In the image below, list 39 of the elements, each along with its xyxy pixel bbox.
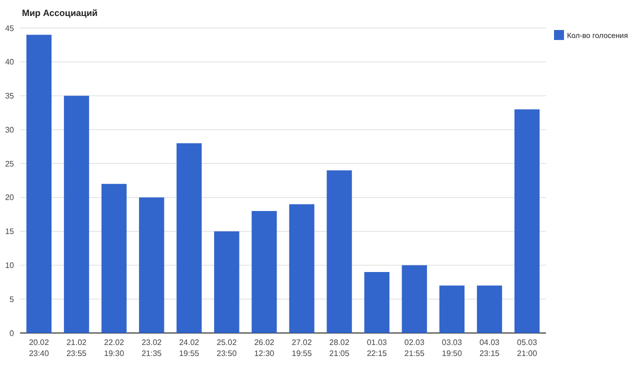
bar	[364, 272, 390, 333]
bar	[26, 34, 52, 333]
bar	[214, 231, 240, 333]
x-tick-label: 22.02 19:30	[104, 338, 125, 358]
bar	[64, 96, 90, 333]
bar	[101, 184, 127, 333]
y-tick-label: 30	[5, 125, 15, 134]
bar	[476, 286, 502, 333]
x-tick-label: 02.03 21:55	[404, 338, 425, 358]
y-tick-label: 10	[5, 261, 15, 270]
y-tick-label: 5	[10, 294, 15, 304]
y-tick-label: 40	[5, 58, 15, 67]
bar	[326, 170, 352, 333]
x-tick-label: 23.02 21:35	[142, 338, 162, 358]
x-tick-label: 20.02 23:40	[28, 338, 50, 358]
y-tick-label: 15	[5, 227, 15, 236]
x-tick-label: 24.02 19:55	[179, 338, 200, 358]
y-tick-label: 0	[10, 328, 15, 338]
y-tick-label: 25	[5, 159, 15, 168]
x-tick-label: 28.02 21:05	[329, 338, 350, 358]
y-tick-label: 20	[5, 193, 15, 202]
x-tick-label: 25.02 23:50	[216, 338, 238, 358]
bar	[176, 143, 202, 333]
x-tick-label: 26.02 12:30	[254, 338, 275, 358]
x-tick-label: 03.03 19:50	[442, 338, 463, 358]
chart-title: Мир Ассоциаций	[22, 8, 98, 18]
x-tick-label: 21.02 23:55	[66, 338, 88, 358]
y-tick-label: 45	[5, 24, 15, 33]
bar	[439, 286, 465, 333]
x-tick-label: 27.02 19:55	[292, 338, 312, 358]
bar	[139, 197, 164, 333]
bar	[289, 204, 314, 333]
bar	[252, 211, 277, 333]
y-tick-label: 35	[5, 92, 15, 101]
bar	[514, 109, 540, 333]
x-tick-label: 05.03 21:00	[517, 338, 538, 358]
bar	[402, 265, 427, 333]
x-tick-label: 01.03 22:15	[366, 338, 388, 358]
x-tick-label: 04.03 23:15	[479, 338, 500, 358]
